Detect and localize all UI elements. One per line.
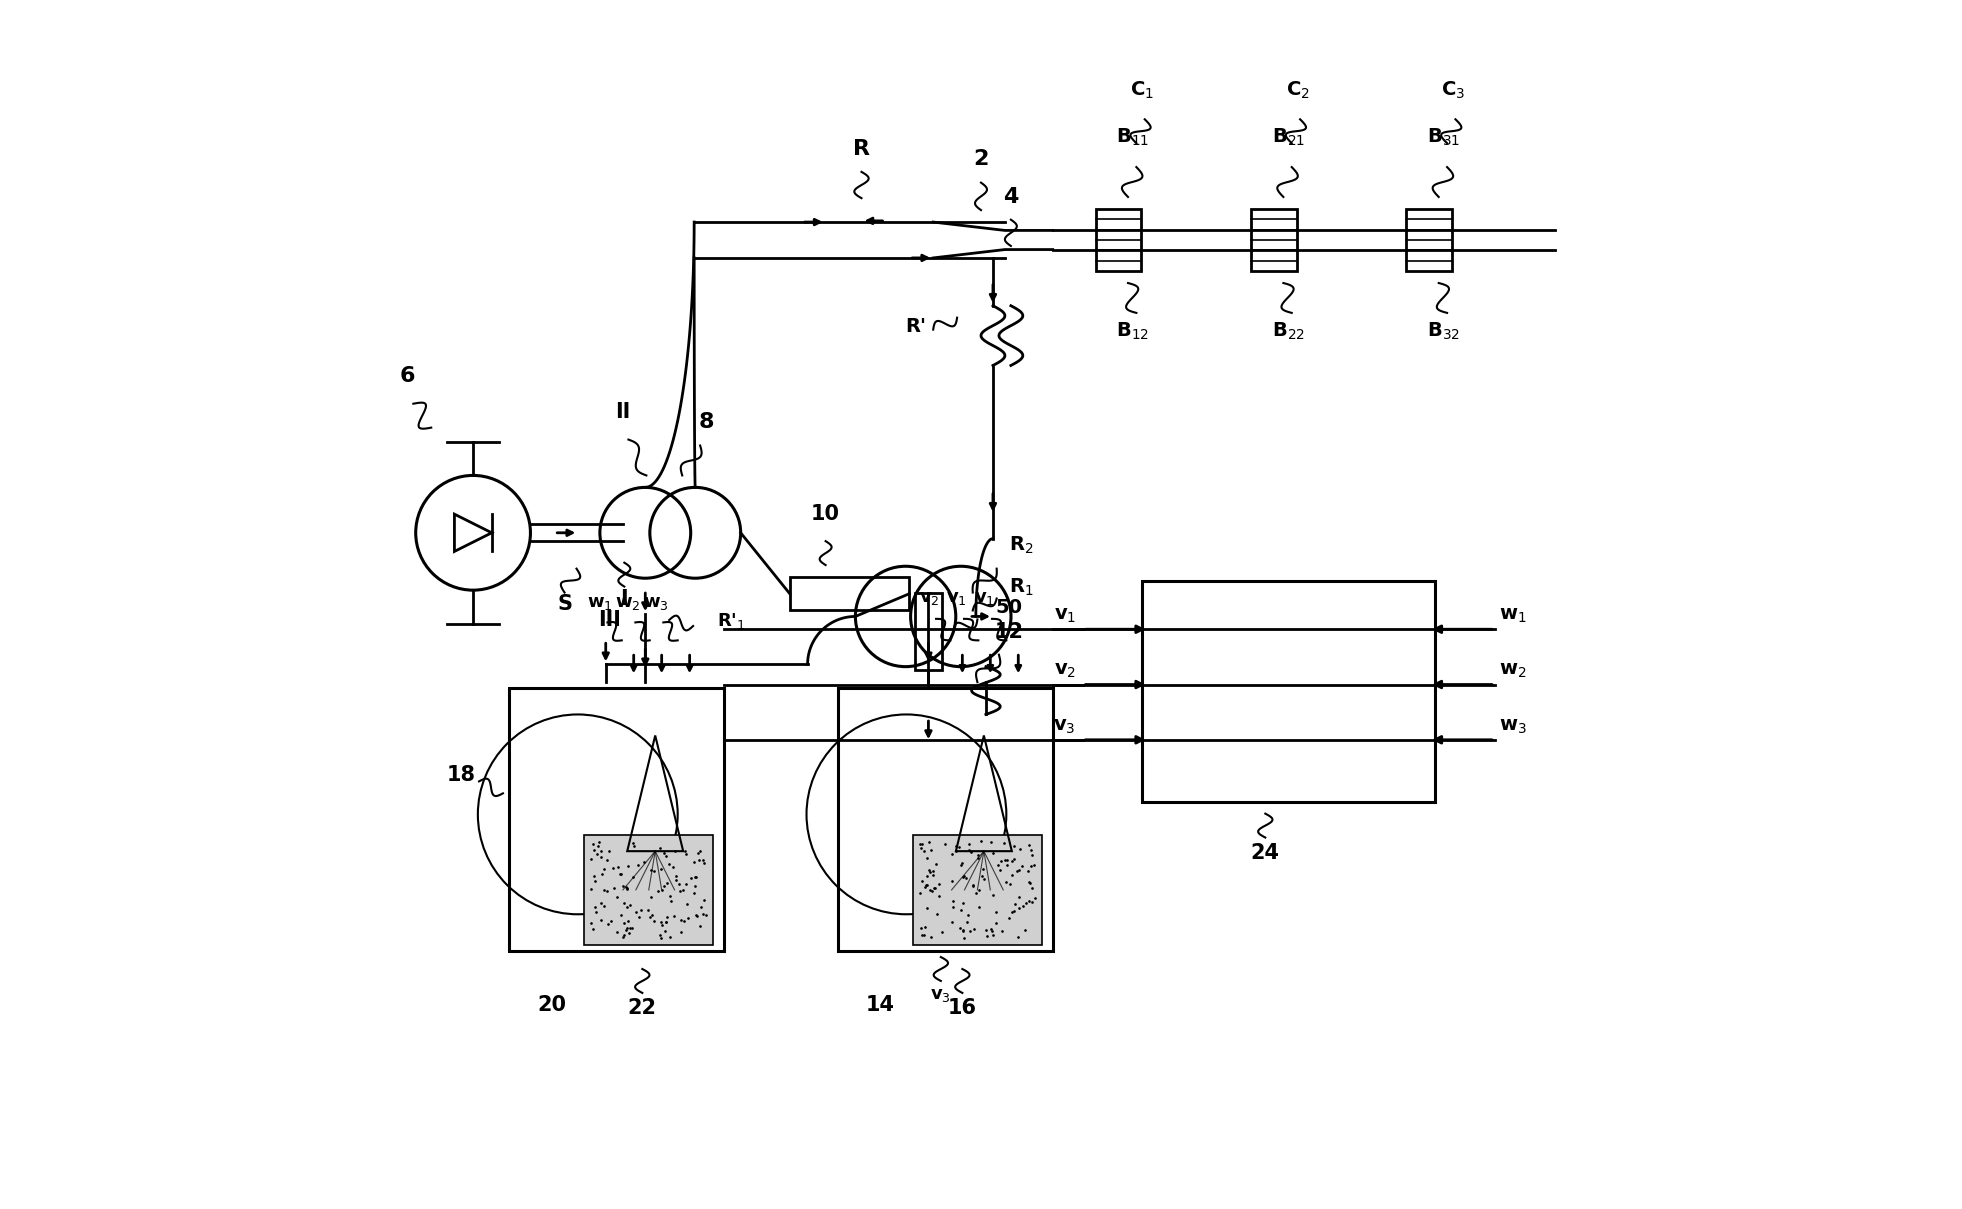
Text: B$_{11}$: B$_{11}$ [1116, 127, 1150, 149]
Text: B$_{32}$: B$_{32}$ [1426, 320, 1460, 342]
Text: 16: 16 [948, 999, 977, 1018]
Text: C$_1$: C$_1$ [1130, 80, 1154, 100]
Bar [1407, 209, 1452, 271]
Bar [914, 592, 942, 670]
Text: B$_{22}$: B$_{22}$ [1271, 320, 1305, 342]
Text: R$_1$: R$_1$ [1008, 577, 1034, 597]
Text: w$_1$: w$_1$ [1499, 606, 1526, 625]
Bar [838, 688, 1054, 951]
Text: v$_1$: v$_1$ [1054, 606, 1075, 625]
Text: 22: 22 [628, 999, 657, 1018]
Text: 10: 10 [810, 504, 840, 523]
Text: C$_3$: C$_3$ [1440, 80, 1466, 100]
Bar [791, 577, 908, 611]
Text: v$_3$: v$_3$ [930, 985, 952, 1003]
Text: R: R [853, 139, 869, 160]
Text: B$_{21}$: B$_{21}$ [1271, 127, 1305, 149]
Text: R'$_1$: R'$_1$ [716, 611, 746, 631]
Text: v$_3$: v$_3$ [1054, 717, 1075, 735]
Text: w$_2$: w$_2$ [1499, 661, 1526, 681]
Text: C$_2$: C$_2$ [1285, 80, 1309, 100]
Text: w$_2$: w$_2$ [616, 594, 642, 612]
Text: w$_3$: w$_3$ [644, 594, 669, 612]
Text: 8: 8 [698, 411, 714, 432]
Text: v$_1$: v$_1$ [975, 589, 995, 607]
Text: 6: 6 [400, 366, 416, 386]
Text: v$_2$: v$_2$ [918, 589, 940, 607]
Bar [912, 834, 1042, 945]
Text: 18: 18 [447, 765, 475, 786]
Text: R': R' [904, 317, 926, 336]
Text: w$_3$: w$_3$ [1499, 717, 1526, 735]
Text: S: S [557, 595, 573, 614]
Text: B$_{31}$: B$_{31}$ [1426, 127, 1460, 149]
Text: v$_1$: v$_1$ [946, 589, 967, 607]
Text: 12: 12 [995, 621, 1024, 642]
Text: III: III [598, 611, 620, 630]
Text: w$_1$: w$_1$ [587, 594, 612, 612]
Bar [508, 688, 724, 951]
Bar [1095, 209, 1142, 271]
Text: 2: 2 [973, 149, 989, 169]
Text: I: I [620, 589, 628, 608]
Text: v$_2$: v$_2$ [1054, 661, 1075, 681]
Bar [1142, 580, 1434, 802]
Text: 20: 20 [538, 995, 567, 1014]
Bar [585, 834, 714, 945]
Text: 24: 24 [1252, 843, 1279, 863]
Text: 4: 4 [1003, 187, 1018, 207]
Bar [1252, 209, 1297, 271]
Text: B$_{12}$: B$_{12}$ [1116, 320, 1150, 342]
Text: 50: 50 [995, 598, 1022, 618]
Text: 14: 14 [865, 995, 895, 1014]
Text: R$_2$: R$_2$ [1008, 534, 1034, 556]
Text: II: II [614, 403, 630, 422]
